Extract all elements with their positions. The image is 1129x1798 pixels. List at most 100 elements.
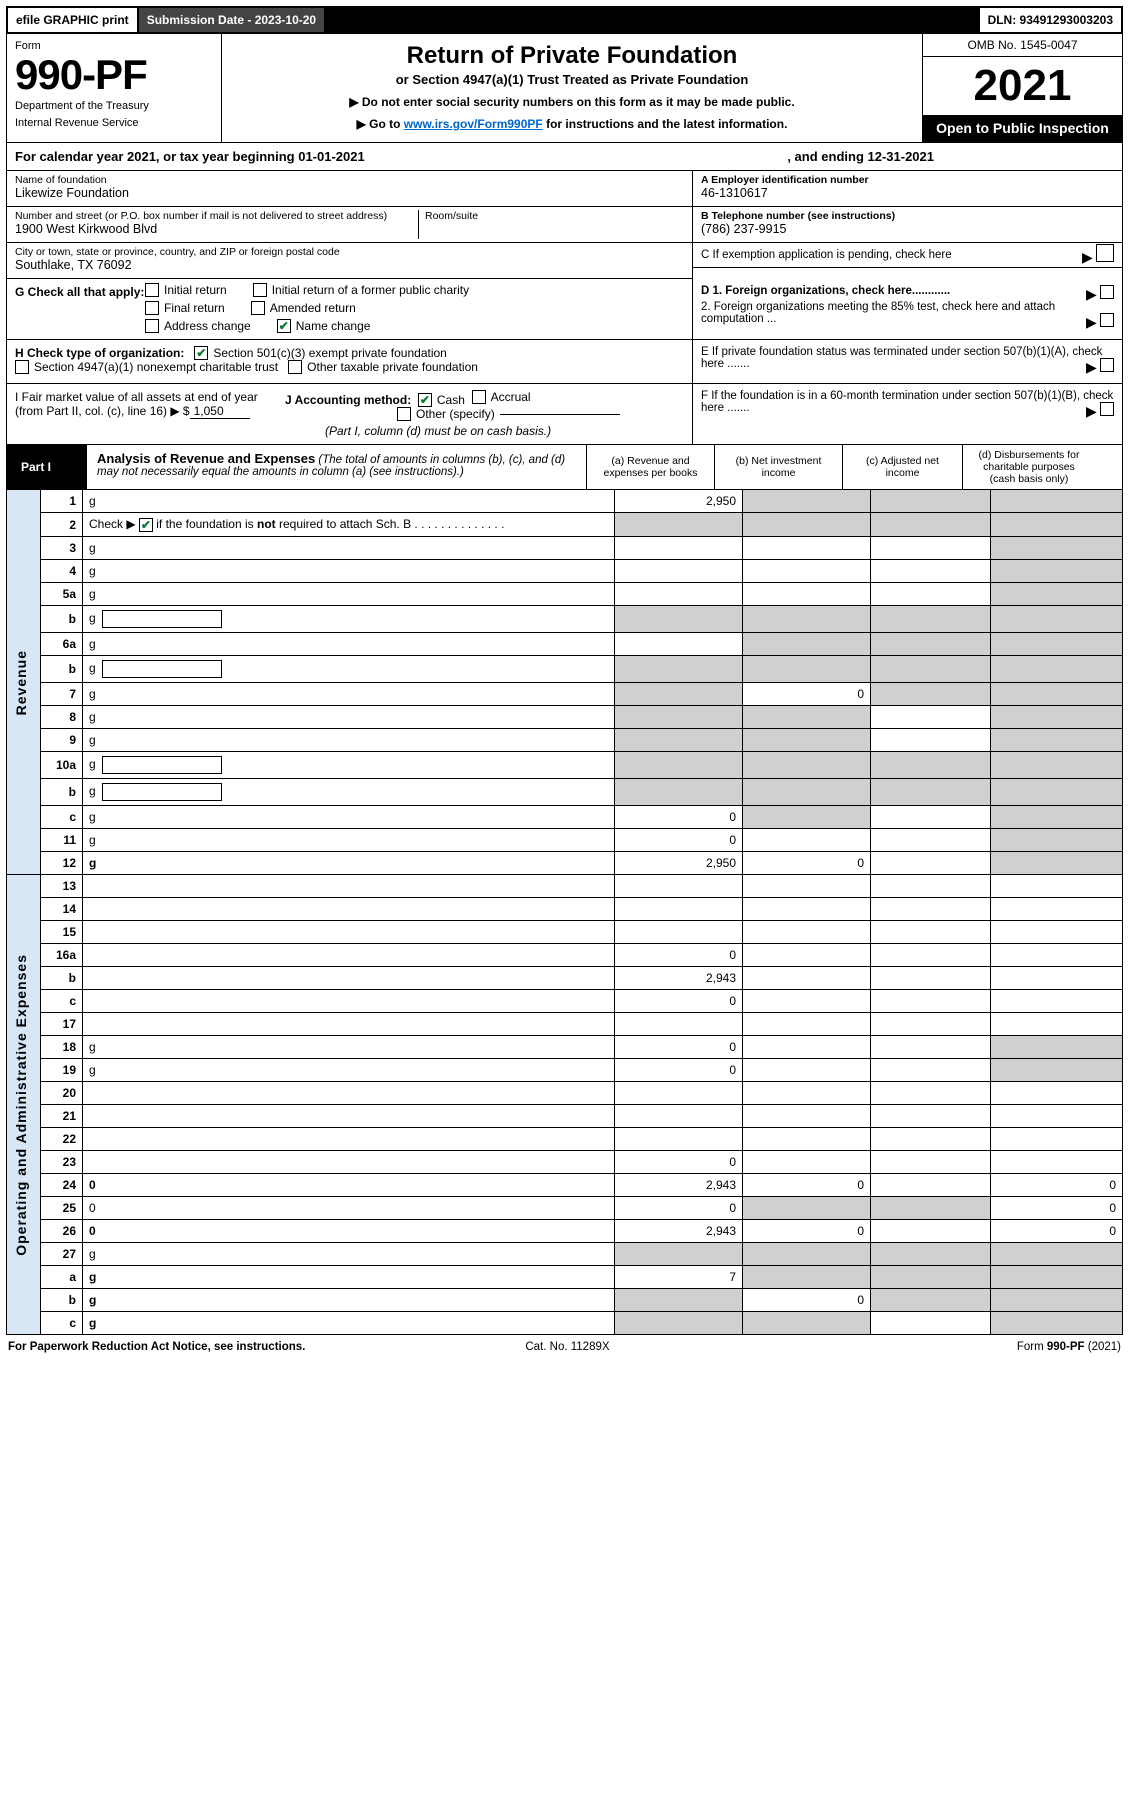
street-address: 1900 West Kirkwood Blvd [15, 222, 684, 236]
table-row: 19g0 [7, 1059, 1123, 1082]
table-row: 4g [7, 560, 1123, 583]
table-row: bg [7, 606, 1123, 633]
g-name-change[interactable]: ✔ [277, 319, 291, 333]
table-row: b2,943 [7, 967, 1123, 990]
d2-checkbox[interactable] [1100, 313, 1114, 327]
dln: DLN: 93491293003203 [978, 8, 1121, 32]
g-final-return[interactable] [145, 301, 159, 315]
table-row: 22 [7, 1128, 1123, 1151]
submission-date: Submission Date - 2023-10-20 [139, 8, 326, 32]
part1-banner: Part I Analysis of Revenue and Expenses … [6, 445, 1123, 490]
table-row: 11g0 [7, 829, 1123, 852]
side-expenses: Operating and Administrative Expenses [7, 875, 41, 1335]
h-title: H Check type of organization: [15, 346, 184, 360]
table-row: 14 [7, 898, 1123, 921]
table-row: 2500 0 [7, 1197, 1123, 1220]
j-other[interactable] [397, 407, 411, 421]
calyear-end: , and ending 12-31-2021 [787, 149, 934, 164]
h-501c3[interactable]: ✔ [194, 346, 208, 360]
table-row: bg 0 [7, 1289, 1123, 1312]
h-4947[interactable] [15, 360, 29, 374]
table-row: 6ag [7, 633, 1123, 656]
page-footer: For Paperwork Reduction Act Notice, see … [6, 1335, 1123, 1353]
g-title: G Check all that apply: [15, 285, 144, 299]
ein: 46-1310617 [701, 186, 1114, 200]
col-a-header: (a) Revenue and expenses per books [587, 445, 715, 489]
table-row: cg0 [7, 806, 1123, 829]
g-initial-public[interactable] [253, 283, 267, 297]
paperwork-notice: For Paperwork Reduction Act Notice, see … [8, 1341, 305, 1353]
table-row: 2602,94300 [7, 1220, 1123, 1243]
table-row: 10ag [7, 752, 1123, 779]
form-subtitle: or Section 4947(a)(1) Trust Treated as P… [234, 72, 910, 87]
address-cell: Number and street (or P.O. box number if… [7, 207, 692, 243]
foundation-name: Likewize Foundation [15, 186, 684, 200]
row-g-d: G Check all that apply: Initial return I… [6, 279, 1123, 340]
note-ssn: ▶ Do not enter social security numbers o… [234, 95, 910, 109]
year-block: OMB No. 1545-0047 2021 Open to Public In… [922, 34, 1122, 142]
table-row: 3g [7, 537, 1123, 560]
table-row: 15 [7, 921, 1123, 944]
table-row: 2Check ▶ ✔ if the foundation is not requ… [7, 513, 1123, 537]
entity-block: Name of foundation Likewize Foundation N… [6, 171, 1123, 279]
form-id-block: Form 990-PF Department of the Treasury I… [7, 34, 222, 142]
omb-number: OMB No. 1545-0047 [923, 34, 1122, 57]
form-header: Form 990-PF Department of the Treasury I… [6, 34, 1123, 143]
g-address-change[interactable] [145, 319, 159, 333]
g-amended-return[interactable] [251, 301, 265, 315]
table-row: 9g [7, 729, 1123, 752]
phone-cell: B Telephone number (see instructions) (7… [693, 207, 1122, 243]
city-cell: City or town, state or province, country… [7, 243, 692, 279]
form990pf-link[interactable]: www.irs.gov/Form990PF [404, 117, 543, 131]
foundation-name-cell: Name of foundation Likewize Foundation [7, 171, 692, 207]
dept-irs: Internal Revenue Service [15, 117, 213, 130]
table-row: bg [7, 656, 1123, 683]
table-row: 27g [7, 1243, 1123, 1266]
form-title: Return of Private Foundation [234, 42, 910, 70]
table-row: ag7 [7, 1266, 1123, 1289]
table-row: 7g 0 [7, 683, 1123, 706]
phone: (786) 237-9915 [701, 222, 1114, 236]
table-row: 21 [7, 1105, 1123, 1128]
side-revenue: Revenue [7, 490, 41, 874]
j-accrual[interactable] [472, 390, 486, 404]
efile-print: efile GRAPHIC print [8, 8, 139, 32]
city-state-zip: Southlake, TX 76092 [15, 258, 684, 272]
c-checkbox[interactable] [1096, 244, 1114, 262]
form-code: Form 990-PF (2021) [1017, 1341, 1121, 1353]
g-initial-return[interactable] [145, 283, 159, 297]
table-row: 17 [7, 1013, 1123, 1036]
table-row: 18g0 [7, 1036, 1123, 1059]
table-row: bg [7, 779, 1123, 806]
col-c-header: (c) Adjusted net income [843, 445, 963, 489]
table-row: c0 [7, 990, 1123, 1013]
table-row: 5ag [7, 583, 1123, 606]
efile-topbar: efile GRAPHIC print Submission Date - 20… [6, 6, 1123, 34]
e-checkbox[interactable] [1100, 358, 1114, 372]
fmv-value: 1,050 [190, 404, 250, 419]
col-d-header: (d) Disbursements for charitable purpose… [963, 445, 1095, 489]
row-h-e: H Check type of organization: ✔Section 5… [6, 340, 1123, 384]
open-to-public: Open to Public Inspection [923, 115, 1122, 142]
note-goto: ▶ Go to www.irs.gov/Form990PF for instru… [234, 117, 910, 131]
table-row: Operating and Administrative Expenses13 [7, 875, 1123, 898]
table-row: 230 [7, 1151, 1123, 1174]
dept-treasury: Department of the Treasury [15, 100, 213, 113]
table-row: 2402,94300 [7, 1174, 1123, 1197]
h-other-taxable[interactable] [288, 360, 302, 374]
c-exemption-pending: C If exemption application is pending, c… [693, 243, 1122, 268]
table-row: 8g [7, 706, 1123, 729]
j-cash[interactable]: ✔ [418, 393, 432, 407]
part1-tab: Part I [7, 445, 87, 489]
table-row: Revenue1g2,950 [7, 490, 1123, 513]
part1-desc: Analysis of Revenue and Expenses (The to… [87, 445, 587, 489]
col-b-header: (b) Net investment income [715, 445, 843, 489]
table-row: 16a0 [7, 944, 1123, 967]
cat-no: Cat. No. 11289X [525, 1341, 609, 1353]
table-row: 20 [7, 1082, 1123, 1105]
room-suite-label: Room/suite [418, 210, 478, 239]
part1-table: Revenue1g2,950 2Check ▶ ✔ if the foundat… [6, 490, 1123, 1335]
d1-checkbox[interactable] [1100, 285, 1114, 299]
calendar-year-row: For calendar year 2021, or tax year begi… [6, 143, 1123, 171]
f-checkbox[interactable] [1100, 402, 1114, 416]
